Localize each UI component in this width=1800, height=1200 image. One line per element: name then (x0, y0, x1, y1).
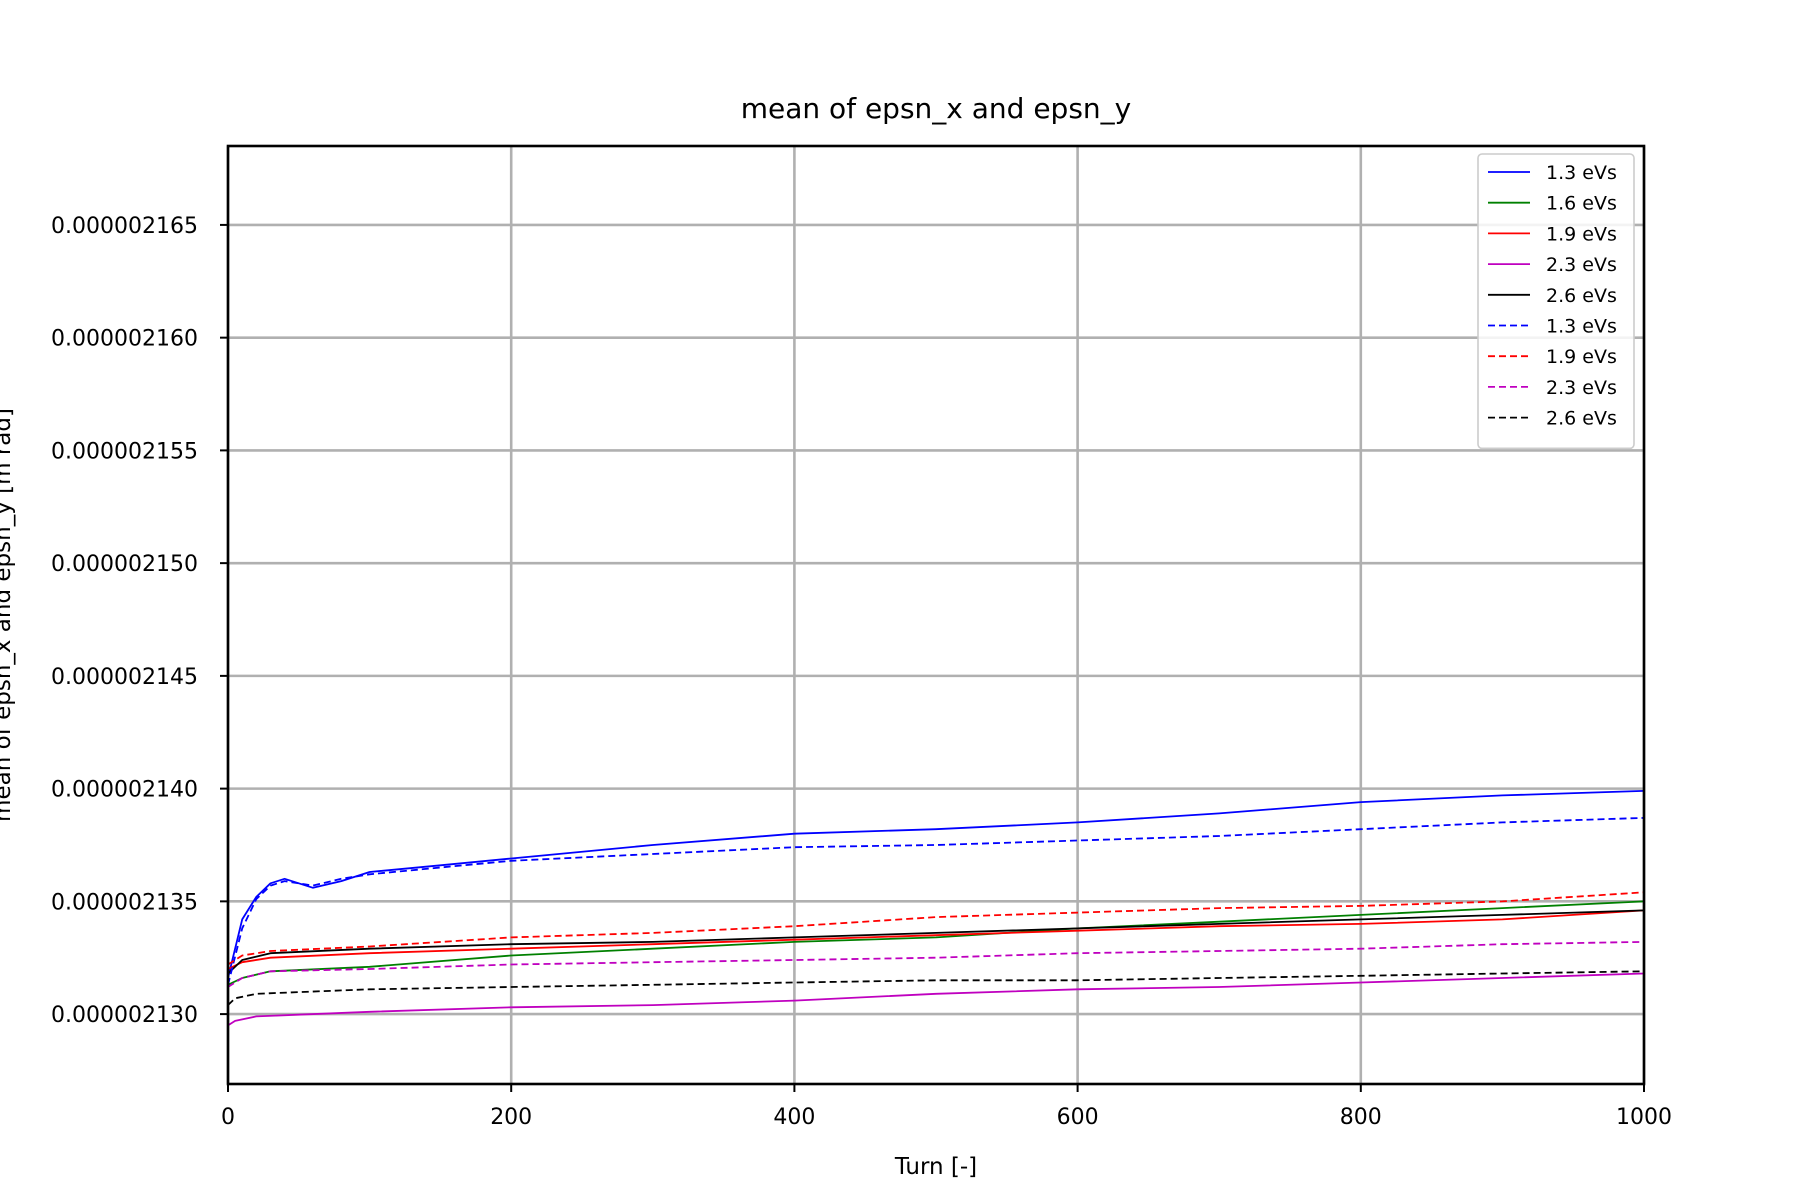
x-tick-label: 400 (773, 1105, 815, 1130)
series-line-8 (227, 941, 1645, 988)
legend-label: 2.6 eVs (1546, 408, 1617, 430)
series-line-9 (227, 970, 1645, 1006)
series-line-3 (227, 909, 1645, 970)
plot-lines (227, 790, 1645, 1027)
y-tick-label: 0.000002130 (51, 1003, 198, 1028)
y-tick-label: 0.000002150 (51, 552, 198, 577)
legend-label: 1.3 eVs (1546, 316, 1617, 338)
y-tick-label: 0.000002160 (51, 327, 198, 352)
x-tick-label: 600 (1057, 1105, 1099, 1130)
legend-label: 1.6 eVs (1546, 193, 1617, 215)
legend-label: 2.3 eVs (1546, 377, 1617, 399)
legend-box (1477, 153, 1635, 450)
legend-label: 1.3 eVs (1546, 162, 1617, 184)
series-line-4 (227, 972, 1645, 1027)
x-tick-label: 1000 (1616, 1105, 1672, 1130)
x-tick-label: 200 (490, 1105, 532, 1130)
series-line-5 (227, 909, 1645, 975)
legend-label: 1.9 eVs (1546, 346, 1617, 368)
plot-frame (226, 144, 1646, 1086)
x-axis-label: Turn [-] (894, 1154, 977, 1180)
legend-label: 2.3 eVs (1546, 254, 1617, 276)
y-tick-label: 0.000002145 (51, 665, 198, 690)
y-tick-label: 0.000002165 (51, 214, 198, 239)
grid (226, 146, 1646, 1084)
legend: 1.3 eVs 1.6 eVs 1.9 eVs 2.3 eVs 2.6 eVs 1.3 e… (1477, 153, 1635, 450)
y-tick-label: 0.000002155 (51, 439, 198, 464)
axis-ticks: 0 200 400 600 800 1000 0.000002130 0.000002135 0… (51, 214, 1672, 1130)
legend-label: 2.6 eVs (1546, 285, 1617, 307)
legend-label: 1.9 eVs (1546, 223, 1617, 245)
chart-title: mean of epsn_x and epsn_y (741, 92, 1131, 125)
x-tick-label: 800 (1340, 1105, 1382, 1130)
series-line-7 (227, 891, 1645, 966)
series-line-2 (227, 900, 1645, 986)
y-tick-label: 0.000002135 (51, 890, 198, 915)
y-axis-label: mean of epsn_x and epsn_y [m rad] (0, 408, 16, 822)
y-tick-label: 0.000002140 (51, 778, 198, 803)
series-line-1 (227, 790, 1645, 979)
x-tick-label: 0 (221, 1105, 235, 1130)
